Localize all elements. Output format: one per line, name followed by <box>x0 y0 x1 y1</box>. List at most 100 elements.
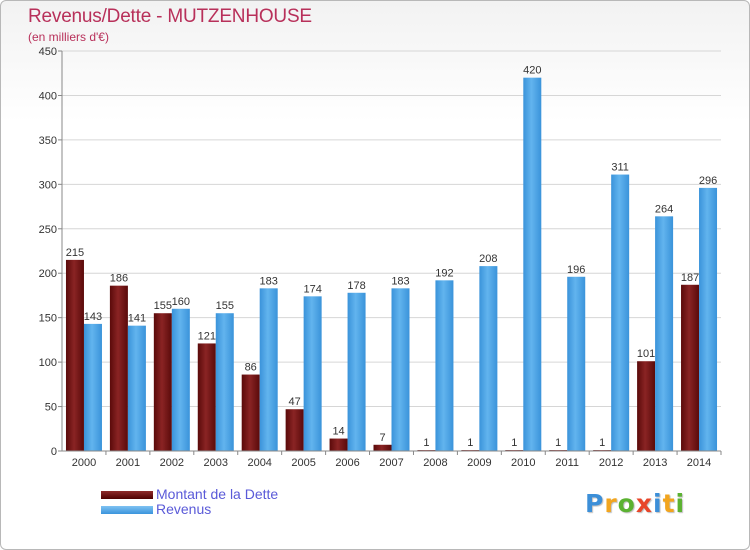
x-tick-label: 2002 <box>160 457 184 469</box>
data-label-revenue: 296 <box>699 175 717 187</box>
legend-swatch-revenue <box>101 505 153 514</box>
bar-revenue <box>479 266 498 451</box>
data-label-debt: 155 <box>154 300 172 312</box>
bar-revenue <box>567 276 586 451</box>
bar-debt <box>373 444 392 451</box>
data-label-revenue: 420 <box>523 65 541 77</box>
data-label-revenue: 183 <box>391 275 409 287</box>
bar-revenue <box>215 313 234 451</box>
bar-debt <box>637 361 656 451</box>
proxiti-logo: Proxiti <box>585 489 685 518</box>
data-label-revenue: 160 <box>172 296 190 308</box>
x-tick-label: 2005 <box>291 457 315 469</box>
bar-debt <box>329 438 348 451</box>
x-tick-label: 2011 <box>555 457 579 469</box>
bar-debt <box>65 259 84 451</box>
logo-letter: t <box>662 489 676 518</box>
logo-letter: x <box>635 489 653 518</box>
legend-swatch-debt <box>101 490 153 499</box>
x-tick-label: 2004 <box>247 457 271 469</box>
data-label-revenue: 183 <box>260 275 278 287</box>
bar-debt <box>197 343 216 451</box>
data-label-revenue: 178 <box>347 280 365 292</box>
y-tick-label: 0 <box>51 446 57 458</box>
bar-debt <box>109 285 128 451</box>
data-label-revenue: 155 <box>216 300 234 312</box>
bar-revenue <box>655 216 674 451</box>
bar-debt <box>285 409 304 451</box>
y-tick-label: 200 <box>39 268 57 280</box>
legend-label-revenue: Revenus <box>156 501 212 517</box>
data-label-revenue: 141 <box>128 313 146 325</box>
data-label-revenue: 174 <box>303 283 321 295</box>
data-label-revenue: 196 <box>567 264 585 276</box>
y-tick-label: 150 <box>39 313 57 325</box>
bar-revenue <box>171 308 190 451</box>
data-label-revenue: 208 <box>479 253 497 265</box>
bar-revenue <box>611 174 630 452</box>
data-label-debt: 1 <box>511 437 517 449</box>
data-label-debt: 1 <box>467 437 473 449</box>
y-tick-label: 100 <box>39 357 57 369</box>
x-tick-label: 2012 <box>599 457 623 469</box>
bar-revenue <box>391 288 410 451</box>
x-tick-label: 2010 <box>511 457 535 469</box>
logo-letter: i <box>675 489 686 518</box>
x-tick-label: 2009 <box>467 457 491 469</box>
logo-letter: P <box>585 489 605 518</box>
bar-revenue <box>435 280 454 451</box>
data-label-debt: 14 <box>332 426 344 438</box>
bar-revenue <box>699 187 718 451</box>
data-label-debt: 86 <box>245 362 257 374</box>
bar-debt <box>681 284 700 451</box>
data-label-revenue: 192 <box>435 267 453 279</box>
x-tick-label: 2003 <box>204 457 228 469</box>
logo-letter: r <box>604 489 618 518</box>
y-tick-label: 400 <box>39 90 57 102</box>
x-tick-label: 2006 <box>335 457 359 469</box>
y-tick-label: 250 <box>39 224 57 236</box>
legend-label-debt: Montant de la Dette <box>156 486 279 502</box>
bar-revenue <box>347 292 366 451</box>
data-label-debt: 215 <box>66 247 84 259</box>
x-tick-label: 2014 <box>687 457 711 469</box>
data-label-debt: 101 <box>637 348 655 360</box>
data-label-debt: 1 <box>423 437 429 449</box>
data-label-revenue: 311 <box>611 162 629 174</box>
data-label-debt: 186 <box>110 273 128 285</box>
bar-revenue <box>127 325 146 451</box>
x-tick-label: 2008 <box>423 457 447 469</box>
y-tick-label: 50 <box>45 402 57 414</box>
data-label-debt: 187 <box>681 272 699 284</box>
bar-debt <box>153 313 172 451</box>
chart-title: Revenus/Dette - MUTZENHOUSE <box>28 6 312 27</box>
axis-layer: 0 50 100 150 200 250 300 350 400 450 2000 2001 2002 2… <box>39 46 722 469</box>
data-label-debt: 121 <box>198 330 216 342</box>
x-tick-label: 2000 <box>72 457 96 469</box>
y-tick-label: 450 <box>39 46 57 58</box>
bar-revenue <box>523 77 542 452</box>
data-label-revenue: 143 <box>84 311 102 323</box>
data-label-debt: 1 <box>599 437 605 449</box>
bar-revenue <box>259 288 278 451</box>
legend-item-debt: Montant de la Dette <box>101 487 278 502</box>
y-tick-label: 350 <box>39 135 57 147</box>
bar-debt <box>241 374 260 451</box>
x-tick-label: 2001 <box>116 457 140 469</box>
data-label-debt: 47 <box>289 396 301 408</box>
legend-item-revenue: Revenus <box>101 502 278 517</box>
x-tick-label: 2013 <box>643 457 667 469</box>
data-label-debt: 1 <box>555 437 561 449</box>
data-label-revenue: 264 <box>655 203 673 215</box>
bar-revenue <box>303 296 322 451</box>
bar-revenue <box>83 323 102 451</box>
logo-letter: o <box>617 489 636 518</box>
chart-subtitle: (en milliers d'€) <box>28 30 109 44</box>
x-tick-label: 2007 <box>379 457 403 469</box>
legend: Montant de la Dette Revenus <box>101 487 278 517</box>
y-tick-label: 300 <box>39 179 57 191</box>
bar-layer <box>65 77 718 452</box>
